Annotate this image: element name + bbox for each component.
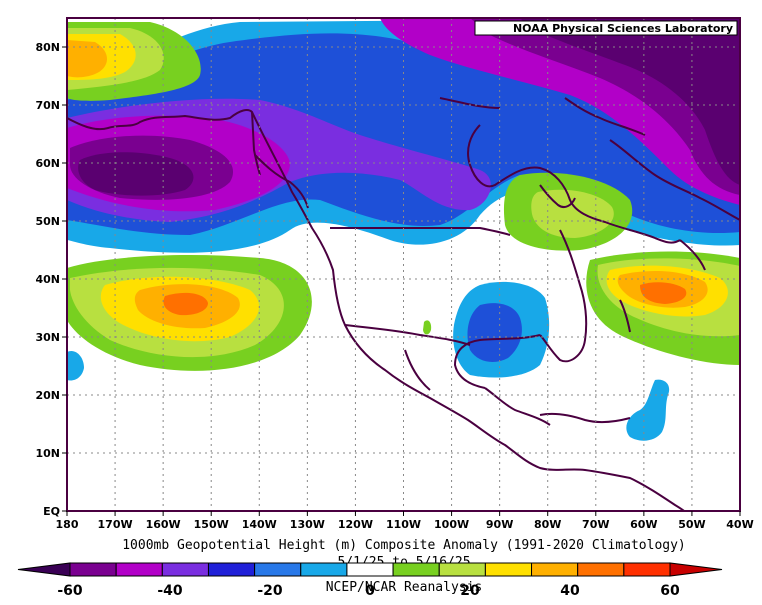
negative-west-edge [67, 350, 84, 381]
colorbar-label: 60 [660, 583, 680, 599]
lon-label: 110W [386, 518, 421, 531]
colorbar-label: 0 [365, 583, 375, 599]
title-line-3: NCEP/NCAR Reanalysis [326, 580, 483, 595]
latitude-axis-labels: 80N 70N 60N 50N 40N 30N 20N 10N EQ [35, 41, 67, 518]
colorbar-label: 40 [560, 583, 580, 599]
colorbar-swatch [438, 562, 486, 577]
colorbar-swatch [115, 562, 163, 577]
lon-label: 90W [486, 518, 513, 531]
lon-label: 150W [194, 518, 229, 531]
lon-label: 60W [630, 518, 657, 531]
colorbar-swatch [346, 562, 394, 577]
colorbar-max-arrow [669, 562, 723, 577]
lat-label: EQ [43, 505, 60, 518]
credit-text: NOAA Physical Sciences Laboratory [513, 22, 733, 35]
lat-label: 40N [35, 273, 60, 286]
colorbar-label: 20 [460, 583, 480, 599]
colorbar-swatch [531, 562, 579, 577]
colorbar-swatch [69, 562, 117, 577]
lat-label: 30N [35, 331, 60, 344]
lon-label: 180 [56, 518, 79, 531]
lon-label: 140W [242, 518, 277, 531]
lat-label: 70N [35, 99, 60, 112]
colorbar-min-arrow [17, 562, 71, 577]
positive-mexico-spot [423, 320, 432, 335]
lon-label: 80W [534, 518, 561, 531]
colorbar-swatch [484, 562, 533, 577]
lon-label: 160W [146, 518, 181, 531]
longitude-axis-labels: 180 170W 160W 150W 140W 130W 120W 110W 100W 90W 80… [56, 511, 754, 531]
lon-label: 50W [678, 518, 705, 531]
colorbar-swatch [207, 562, 256, 577]
lat-label: 20N [35, 389, 60, 402]
lat-label: 50N [35, 215, 60, 228]
positive-atlantic-core [640, 282, 687, 304]
lat-label: 60N [35, 157, 60, 170]
colorbar-swatch [623, 562, 671, 577]
colorbar-swatch [254, 562, 302, 577]
lon-label: 130W [290, 518, 325, 531]
lon-label: 120W [338, 518, 373, 531]
colorbar-label: -40 [157, 583, 183, 599]
positive-greatlakes-20 [531, 189, 614, 238]
coastlines [67, 97, 740, 511]
colorbar [17, 562, 723, 577]
negative-gulf-20 [467, 303, 522, 362]
credit-box [474, 20, 738, 36]
negative-arctic-core [520, 18, 740, 185]
title-line-1: 1000mb Geopotential Height (m) Composite… [122, 538, 686, 553]
negative-caribbean [626, 379, 670, 441]
positive-northwest-40 [67, 40, 108, 78]
colorbar-labels: -60 -40 -20 0 20 40 60 [57, 583, 680, 599]
grid-lines [67, 18, 740, 511]
lon-label: 70W [582, 518, 609, 531]
colorbar-label: -60 [57, 583, 83, 599]
anomaly-field [67, 18, 740, 511]
lon-label: 170W [98, 518, 133, 531]
lon-label: 40W [726, 518, 753, 531]
colorbar-swatch [577, 562, 625, 577]
colorbar-label: -20 [257, 583, 283, 599]
colorbar-swatch [161, 562, 209, 577]
lon-label: 100W [434, 518, 469, 531]
colorbar-swatch [392, 562, 440, 577]
lat-label: 80N [35, 41, 60, 54]
lat-label: 10N [35, 447, 60, 460]
colorbar-swatch [300, 562, 348, 577]
positive-pacific-core [163, 292, 208, 316]
